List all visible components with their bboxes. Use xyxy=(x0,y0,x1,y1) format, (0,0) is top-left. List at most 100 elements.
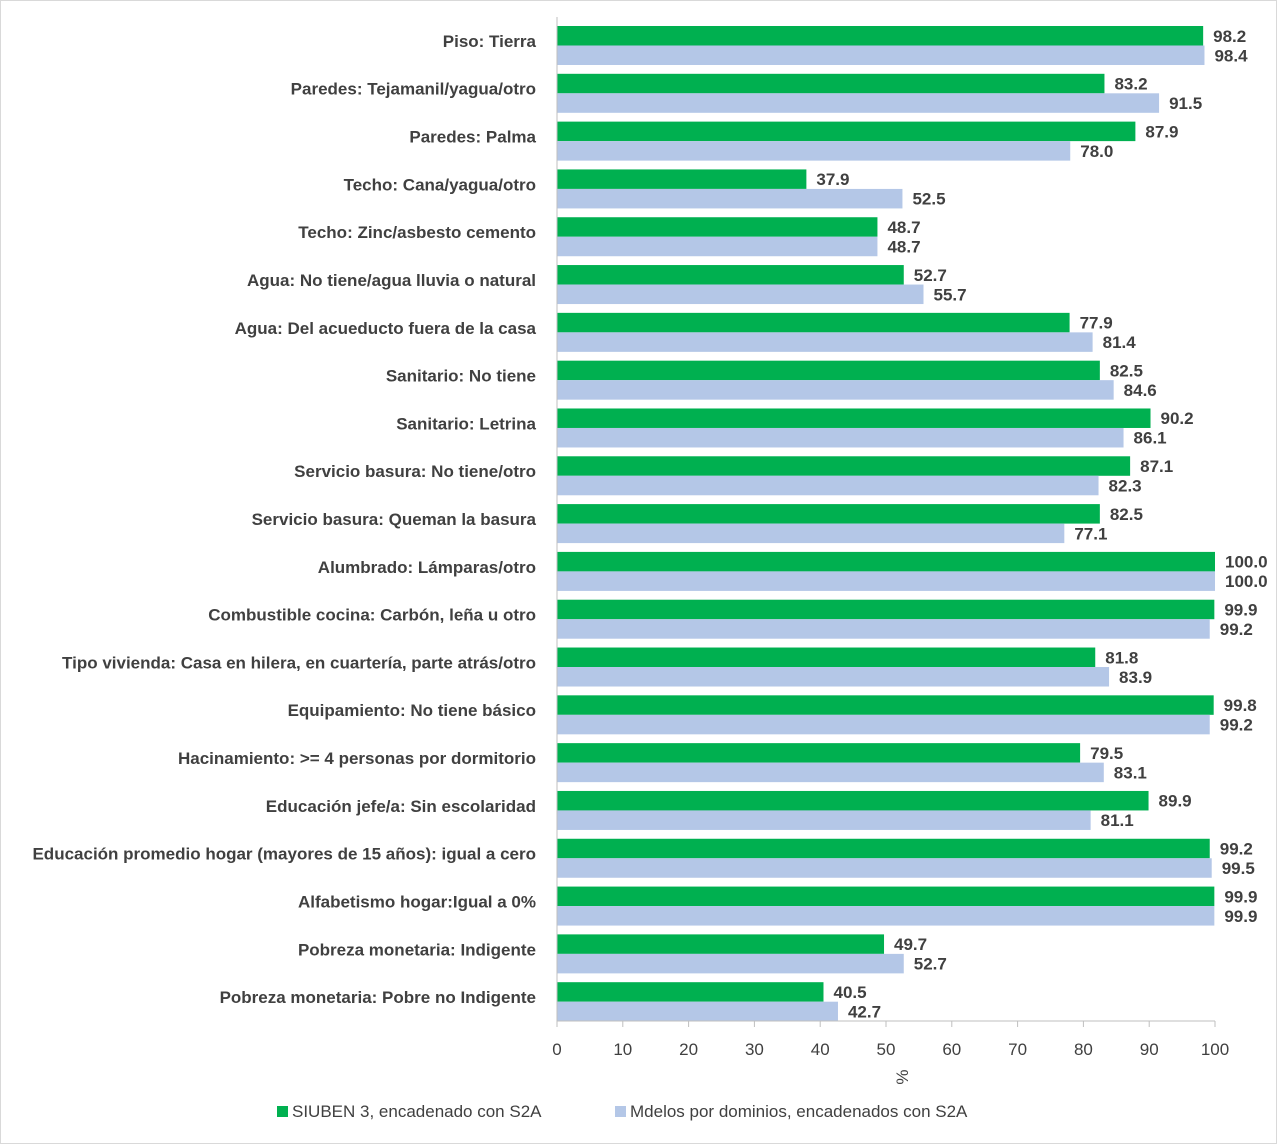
category-label: Tipo vivienda: Casa en hilera, en cuarte… xyxy=(62,653,536,672)
data-label: 37.9 xyxy=(816,170,849,189)
legend-swatch xyxy=(277,1106,288,1117)
bar-siuben xyxy=(557,790,1149,811)
legend-label: Mdelos por dominios, encadenados con S2A xyxy=(630,1102,968,1121)
bar-siuben xyxy=(557,121,1136,142)
legend-item-siuben: SIUBEN 3, encadenado con S2A xyxy=(277,1102,542,1121)
legend: SIUBEN 3, encadenado con S2A Mdelos por d… xyxy=(277,1102,968,1121)
data-label: 83.9 xyxy=(1119,668,1152,687)
category-label: Paredes: Tejamanil/yagua/otro xyxy=(291,80,536,99)
bar-siuben xyxy=(557,360,1100,381)
data-label: 77.1 xyxy=(1074,524,1107,543)
data-label: 77.9 xyxy=(1080,314,1113,333)
bar-siuben xyxy=(557,456,1131,476)
data-label: 82.3 xyxy=(1109,477,1142,496)
bar-siuben xyxy=(557,838,1210,859)
bar-siuben xyxy=(557,934,885,954)
legend-swatch xyxy=(615,1106,626,1117)
category-label: Servicio basura: Queman la basura xyxy=(252,510,537,529)
bar-modelos xyxy=(557,810,1091,830)
x-tick-label: 10 xyxy=(613,1040,632,1059)
data-label: 99.8 xyxy=(1224,696,1257,715)
bar-modelos xyxy=(557,188,903,209)
data-label: 89.9 xyxy=(1159,792,1192,811)
bar-modelos xyxy=(557,762,1104,783)
data-label: 42.7 xyxy=(848,1002,881,1021)
category-label: Paredes: Palma xyxy=(409,128,536,147)
category-label: Sanitario: Letrina xyxy=(396,414,536,433)
bar-siuben xyxy=(557,408,1151,428)
bar-modelos xyxy=(557,380,1114,400)
bar-modelos xyxy=(557,858,1212,878)
x-tick-label: 50 xyxy=(877,1040,896,1059)
labels-layer: Piso: Tierra 98.298.4 Paredes: Tejamanil/y… xyxy=(32,27,1267,1022)
bar-siuben xyxy=(557,551,1215,572)
bar-modelos xyxy=(557,284,924,305)
bar-siuben xyxy=(557,695,1214,715)
bar-modelos xyxy=(557,667,1110,687)
bar-modelos xyxy=(557,619,1210,639)
category-label: Equipamiento: No tiene básico xyxy=(288,701,536,720)
bar-siuben xyxy=(557,217,878,237)
x-tick-label: 70 xyxy=(1008,1040,1027,1059)
x-tick-label: 40 xyxy=(811,1040,830,1059)
category-label: Pobreza monetaria: Indigente xyxy=(298,940,536,959)
category-label: Agua: No tiene/agua lluvia o natural xyxy=(247,271,536,290)
data-label: 48.7 xyxy=(887,237,920,256)
bar-siuben xyxy=(557,26,1204,46)
data-label: 49.7 xyxy=(894,935,927,954)
bar-siuben xyxy=(557,169,807,189)
category-label: Combustible cocina: Carbón, leña u otro xyxy=(208,606,536,625)
bar-modelos xyxy=(557,45,1205,65)
data-label: 55.7 xyxy=(934,285,967,304)
data-label: 99.2 xyxy=(1220,840,1253,859)
data-label: 83.2 xyxy=(1114,75,1147,94)
data-label: 99.2 xyxy=(1220,620,1253,639)
bar-siuben xyxy=(557,312,1070,333)
data-label: 87.1 xyxy=(1140,457,1173,476)
data-label: 91.5 xyxy=(1169,94,1202,113)
category-label: Educación jefe/a: Sin escolaridad xyxy=(266,797,536,816)
data-label: 86.1 xyxy=(1134,429,1167,448)
category-label: Techo: Cana/yagua/otro xyxy=(344,175,536,194)
data-label: 99.2 xyxy=(1220,716,1253,735)
data-label: 98.2 xyxy=(1213,27,1246,46)
bar-modelos xyxy=(557,714,1210,735)
data-label: 99.5 xyxy=(1222,859,1255,878)
data-label: 90.2 xyxy=(1161,409,1194,428)
bar-siuben xyxy=(557,599,1215,620)
category-label: Sanitario: No tiene xyxy=(386,367,536,386)
data-label: 99.9 xyxy=(1224,887,1257,906)
bar-siuben xyxy=(557,982,824,1002)
data-label: 40.5 xyxy=(833,983,866,1002)
data-label: 52.5 xyxy=(912,190,945,209)
data-label: 81.4 xyxy=(1103,333,1137,352)
data-label: 99.9 xyxy=(1224,600,1257,619)
bar-modelos xyxy=(557,93,1160,113)
bar-modelos xyxy=(557,141,1071,161)
x-tick-label: 80 xyxy=(1074,1040,1093,1059)
category-label: Agua: Del acueducto fuera de la casa xyxy=(235,319,537,338)
data-label: 52.7 xyxy=(914,266,947,285)
data-label: 52.7 xyxy=(914,955,947,974)
data-label: 78.0 xyxy=(1080,142,1113,161)
bar-modelos xyxy=(557,332,1093,352)
bar-modelos xyxy=(557,475,1099,496)
x-axis-title: % xyxy=(893,1069,912,1084)
bar-modelos xyxy=(557,427,1124,448)
category-label: Hacinamiento: >= 4 personas por dormitor… xyxy=(178,749,536,768)
bar-modelos xyxy=(557,1001,838,1022)
x-tick-label: 100 xyxy=(1201,1040,1229,1059)
bar-siuben xyxy=(557,886,1215,907)
category-label: Servicio basura: No tiene/otro xyxy=(294,462,536,481)
bars-layer xyxy=(557,26,1215,1022)
x-tick-label: 20 xyxy=(679,1040,698,1059)
data-label: 81.1 xyxy=(1101,811,1134,830)
legend-item-modelos: Mdelos por dominios, encadenados con S2A xyxy=(615,1102,968,1121)
data-label: 98.4 xyxy=(1214,46,1248,65)
bar-siuben xyxy=(557,73,1105,94)
data-label: 87.9 xyxy=(1145,122,1178,141)
category-label: Alfabetismo hogar:Igual a 0% xyxy=(298,892,536,911)
x-tick-label: 30 xyxy=(745,1040,764,1059)
